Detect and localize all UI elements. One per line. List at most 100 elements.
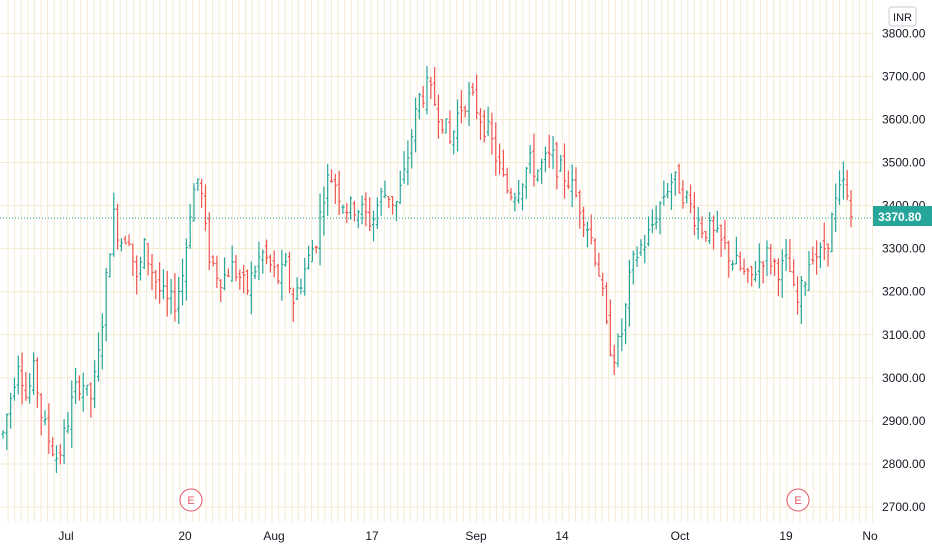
ohlc-bar [685,190,689,204]
ohlc-bar [551,135,555,170]
ohlc-bar [333,173,337,204]
ohlc-bar [234,254,238,282]
ohlc-bar [585,221,590,248]
ohlc-bar [673,171,677,196]
ohlc-bar [532,133,536,187]
ohlc-bar [646,216,651,247]
ohlc-bar [337,171,341,216]
price-axis[interactable]: 2700.00 2800.00 2900.00 3000.00 3100.00 3200.… [882,26,926,514]
ohlc-bar [345,202,349,224]
earnings-event-marker[interactable]: E [179,488,203,512]
ohlc-bar [444,118,448,134]
ohlc-bar [509,187,513,201]
ohlc-bar [455,99,460,152]
ohlc-bar [845,170,849,201]
ohlc-bar [295,277,299,300]
ohlc-bar [547,134,551,169]
ohlc-bar [253,265,257,279]
ohlc-bar [505,167,509,194]
ohlc-bar [238,269,242,290]
ohlc-bar [131,243,135,277]
y-tick-label: 3200.00 [882,285,926,299]
ohlc-bar [242,265,246,294]
ohlc-bar [207,212,211,271]
ohlc-bar [58,444,62,465]
currency-badge[interactable]: INR [888,6,917,27]
ohlc-bar [5,413,9,451]
ohlc-bar [261,249,265,274]
y-tick-label: 3600.00 [882,112,926,126]
ohlc-bar [753,261,758,282]
ohlc-bar [272,250,276,278]
ohlc-bar [417,92,421,120]
ohlc-bar [54,445,59,473]
ohlc-bar [727,240,731,278]
ohlc-bar [249,261,253,315]
ohlc-bar [66,412,70,434]
ohlc-bar [746,267,750,284]
ohlc-bar [413,97,418,153]
ohlc-bar [43,410,47,426]
ohlc-bar [711,215,716,250]
y-tick-label: 3000.00 [882,371,926,385]
ohlc-bar [593,237,597,267]
ohlc-bar [108,252,112,278]
ohlc-bar [750,266,754,287]
ohlc-bar [47,403,51,454]
y-tick-label: 2800.00 [882,457,926,471]
ohlc-bar [578,190,582,229]
event-label: E [187,495,194,507]
ohlc-bar [666,182,670,199]
ohlc-bar [807,251,811,291]
ohlc-bar [704,231,708,242]
ohlc-bar [146,243,150,276]
ohlc-bar [24,371,28,401]
ohlc-bar [654,205,658,230]
ohlc-bar [16,355,20,395]
ohlc-bar [662,180,666,206]
ohlc-bar [211,255,215,267]
ohlc-bar [410,129,414,169]
ohlc-bar [734,236,739,265]
ohlc-bar [643,234,647,264]
y-tick-label: 2900.00 [882,414,926,428]
ohlc-bar [834,183,838,233]
ohlc-bar [375,197,379,229]
ohlc-bar [81,372,85,412]
ohlc-bar [20,352,24,405]
ohlc-bar [349,196,353,220]
ohlc-bar [761,260,765,284]
ohlc-bar [604,282,609,325]
x-tick-label: 20 [178,529,192,543]
ohlc-bar [138,256,143,281]
ohlc-bar [822,222,826,261]
ohlc-bars [1,65,853,473]
ohlc-bar [51,437,55,457]
time-axis[interactable]: Jul 20 Aug 17 Sep 14 Oct 19 No [58,529,878,543]
ohlc-bar [89,382,93,418]
ohlc-bar [792,259,796,287]
ohlc-bar [769,243,773,275]
x-tick-label: 14 [555,529,569,543]
ohlc-bar [31,352,36,395]
ohlc-bar [700,216,704,239]
earnings-event-marker[interactable]: E [786,488,810,512]
ohlc-bar [73,367,78,405]
ohlc-bar [112,192,116,257]
ohlc-bar [543,146,548,173]
ohlc-bar [264,239,269,265]
ohlc-bar [425,65,429,115]
ohlc-bar [639,239,643,256]
ohlc-bar [200,178,204,208]
ohlc-bar [520,183,525,211]
ohlc-bar [478,108,483,141]
ohlc-bar [371,210,376,242]
ohlc-bar [196,178,200,191]
x-tick-label: No [862,529,878,543]
y-tick-label: 3800.00 [882,26,926,40]
currency-label: INR [893,12,912,24]
ohlc-bar [421,86,425,108]
ohlc-bar [96,332,101,382]
